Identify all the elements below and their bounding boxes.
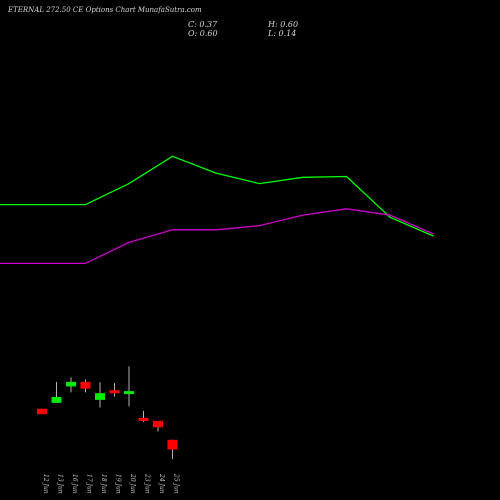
candle-23-jun xyxy=(138,410,149,423)
x-tick-label: 20 Jun xyxy=(129,473,136,494)
candle-layer xyxy=(37,366,178,460)
candle-19-jun xyxy=(109,383,120,397)
x-tick-label: 16 Jun xyxy=(71,474,78,494)
candle-20-jun xyxy=(124,366,134,407)
high-value: H: 0.60 xyxy=(268,20,299,29)
low-value: L: 0.14 xyxy=(268,29,297,38)
candle-body-up xyxy=(95,393,105,400)
moving-average-layer xyxy=(0,155,434,265)
candle-13-jun xyxy=(51,381,62,403)
candle-body-down xyxy=(138,417,149,421)
candle-18-jun xyxy=(95,382,105,408)
candle-25-jun xyxy=(167,439,178,460)
candle-body-down xyxy=(153,420,163,428)
x-tick-label: 18 Jun xyxy=(100,474,107,494)
x-tick-label: 12 Jun xyxy=(42,474,49,494)
moving-average-line-1 xyxy=(0,155,434,237)
candle-24-jun xyxy=(153,420,163,432)
moving-average-line-2 xyxy=(0,208,434,265)
candle-body-up xyxy=(124,391,134,395)
x-tick-label: 25 Jun xyxy=(173,473,180,494)
x-tick-layer: 12 Jun 13 Jun 16 Jun 17 Jun 18 Jun 19 Jun 20 J… xyxy=(42,473,180,494)
chart-title: ETERNAL 272.50 CE Options Chart MunafaSu… xyxy=(8,6,202,14)
x-tick-label: 24 Jun xyxy=(158,473,165,494)
open-value: O: 0.60 xyxy=(188,29,218,38)
candle-17-jun xyxy=(80,379,91,393)
candle-12-jun xyxy=(37,408,47,415)
close-value: C: 0.37 xyxy=(188,20,218,29)
candle-body-down xyxy=(37,408,47,415)
candle-16-jun xyxy=(66,377,76,393)
candle-body-up xyxy=(51,396,62,403)
candle-body-down xyxy=(80,381,91,389)
x-tick-label: 13 Jun xyxy=(57,474,64,494)
x-tick-label: 19 Jun xyxy=(115,474,122,494)
x-tick-label: 23 Jun xyxy=(144,473,151,494)
candle-body-up xyxy=(66,381,76,387)
candle-body-down xyxy=(109,390,120,394)
x-tick-label: 17 Jun xyxy=(86,474,93,494)
candle-body-down xyxy=(167,439,178,450)
